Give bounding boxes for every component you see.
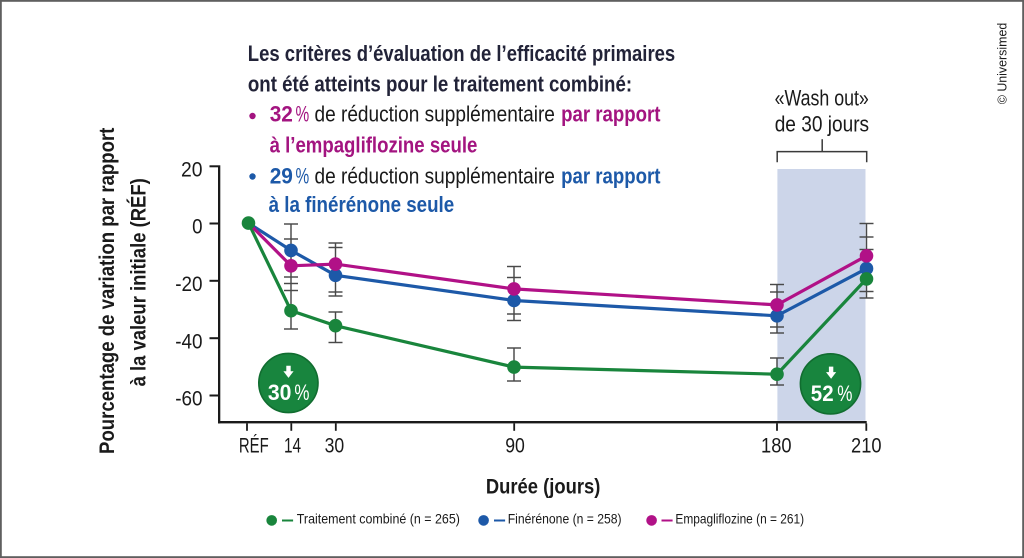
svg-text:par rapport: par rapport [561, 102, 660, 127]
svg-text:90: 90 [505, 434, 525, 457]
svg-text:de réduction supplémentaire: de réduction supplémentaire [315, 102, 555, 127]
svg-text:%: % [296, 102, 310, 127]
svg-text:ont été atteints pour le trait: ont été atteints pour le traitement comb… [248, 71, 632, 96]
svg-text:210: 210 [851, 434, 882, 457]
svg-text:«Wash out»: «Wash out» [775, 86, 869, 111]
svg-text:à la valeur initiale (RÉF): à la valeur initiale (RÉF) [125, 178, 150, 386]
svg-text:20: 20 [181, 158, 203, 181]
svg-text:© Universimed: © Universimed [995, 23, 1010, 105]
svg-text:à l’empagliflozine seule: à l’empagliflozine seule [270, 133, 478, 158]
svg-text:%: % [294, 380, 309, 405]
svg-text:Finérénone (n = 258): Finérénone (n = 258) [508, 512, 622, 527]
svg-text:de 30 jours: de 30 jours [775, 112, 869, 137]
svg-text:30: 30 [325, 434, 345, 457]
svg-text:RÉF: RÉF [239, 434, 269, 457]
svg-text:29: 29 [270, 163, 293, 188]
svg-text:-40: -40 [175, 330, 202, 353]
svg-text:%: % [296, 163, 310, 188]
svg-text:Les critères d’évaluation de l: Les critères d’évaluation de l’efficacit… [248, 41, 675, 66]
svg-text:52: 52 [811, 381, 834, 406]
svg-text:14: 14 [284, 434, 301, 457]
svg-text:180: 180 [761, 434, 792, 457]
svg-text:Pourcentage de variation par r: Pourcentage de variation par rapport [95, 128, 119, 454]
svg-text:0: 0 [192, 216, 202, 239]
svg-text:Durée (jours): Durée (jours) [486, 474, 601, 498]
svg-text:Empagliflozine (n = 261): Empagliflozine (n = 261) [675, 512, 804, 527]
svg-text:-20: -20 [175, 273, 202, 296]
svg-text:32: 32 [270, 102, 293, 127]
svg-text:%: % [837, 381, 852, 406]
svg-text:-60: -60 [175, 388, 202, 411]
svg-text:30: 30 [268, 380, 292, 405]
svg-text:par rapport: par rapport [561, 163, 660, 188]
svg-text:Traitement combiné (n = 265): Traitement combiné (n = 265) [297, 512, 460, 527]
svg-text:de réduction supplémentaire: de réduction supplémentaire [315, 163, 555, 188]
svg-text:à la finérénone seule: à la finérénone seule [269, 192, 455, 217]
